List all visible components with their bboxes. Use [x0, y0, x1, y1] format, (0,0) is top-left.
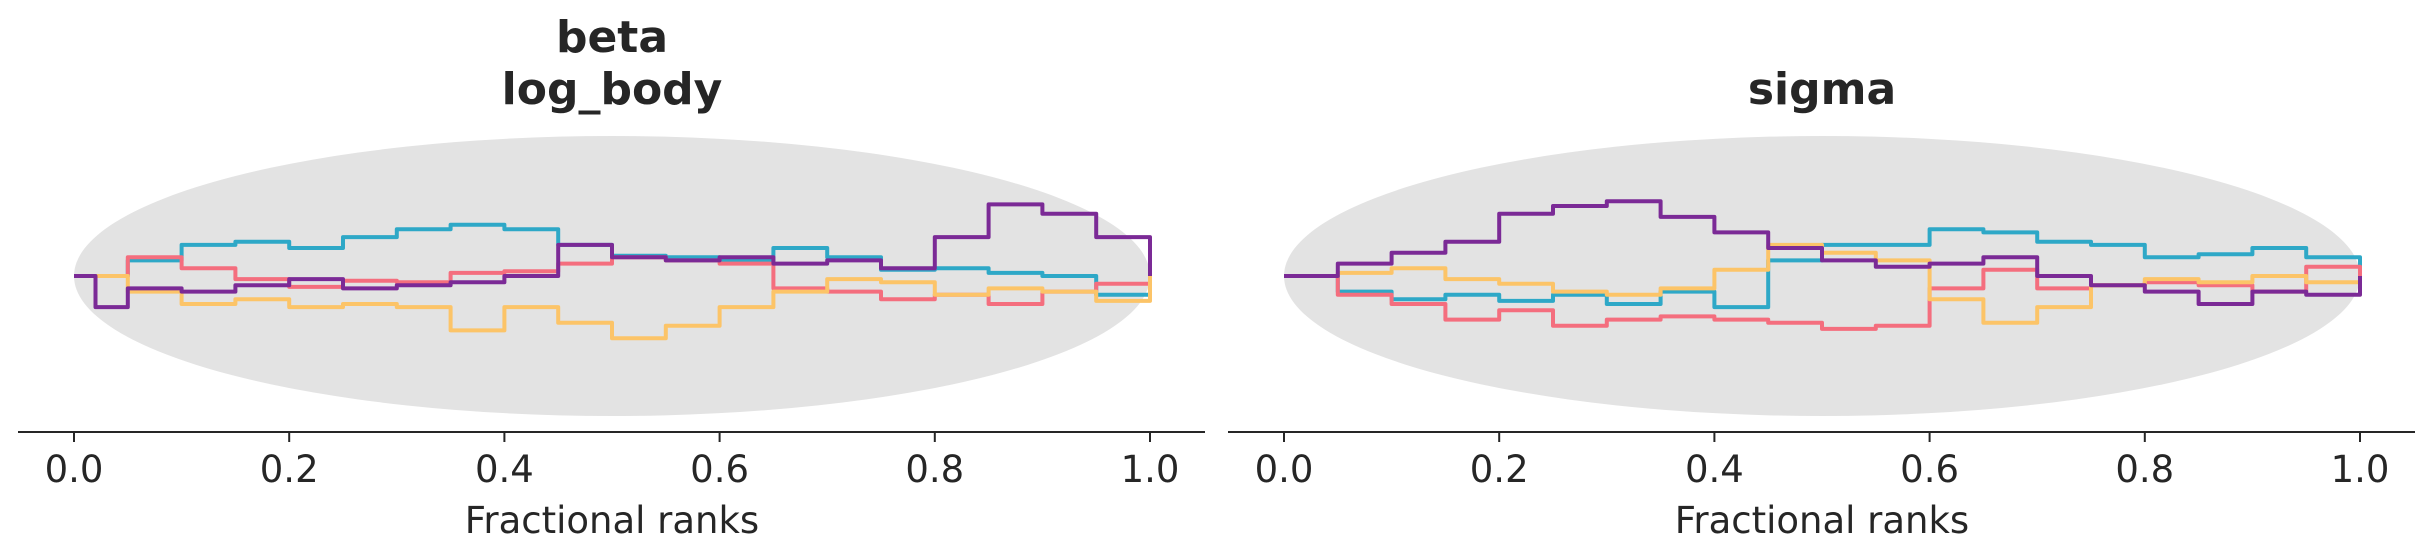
- panel-2-title: sigma: [1748, 64, 1896, 115]
- panel-1-x-axis-label: Fractional ranks: [465, 499, 759, 542]
- panel-1-x-ticks: 0.0 0.2 0.4 0.6 0.8 1.0: [45, 432, 1180, 491]
- panel-1-chain-lines: [74, 202, 1152, 341]
- panel-2-chain-lines: [1284, 199, 2362, 331]
- chain-line-3: [74, 274, 1152, 341]
- chain-line-4: [1284, 199, 2362, 306]
- panel-1-uncertainty-envelope: [74, 136, 1150, 416]
- panel-sigma: sigma 0.0 0.2 0.4 0.6 0.8 1.0 Fractional rank…: [1228, 64, 2415, 542]
- x-tick-label: 0.4: [475, 448, 534, 491]
- x-tick-label: 0.2: [1470, 448, 1529, 491]
- x-tick-label: 1.0: [2331, 448, 2390, 491]
- x-tick-label: 0.8: [905, 448, 964, 491]
- panel-2-x-ticks: 0.0 0.2 0.4 0.6 0.8 1.0: [1255, 432, 2390, 491]
- x-tick-label: 1.0: [1121, 448, 1180, 491]
- panel-2-x-axis-label: Fractional ranks: [1675, 499, 1969, 542]
- x-tick-label: 0.0: [1255, 448, 1314, 491]
- panel-1-title-line-2: log_body: [502, 64, 723, 115]
- x-tick-label: 0.2: [260, 448, 319, 491]
- x-tick-label: 0.0: [45, 448, 104, 491]
- x-tick-label: 0.6: [690, 448, 749, 491]
- x-tick-label: 0.6: [1900, 448, 1959, 491]
- panel-1-title-line-1: beta: [556, 12, 668, 63]
- x-tick-label: 0.4: [1685, 448, 1744, 491]
- x-tick-label: 0.8: [2115, 448, 2174, 491]
- panel-beta-log-body: beta log_body 0.0 0.2 0.4 0.6 0.8 1.0 Fractio…: [18, 12, 1205, 542]
- chain-line-4: [74, 202, 1152, 310]
